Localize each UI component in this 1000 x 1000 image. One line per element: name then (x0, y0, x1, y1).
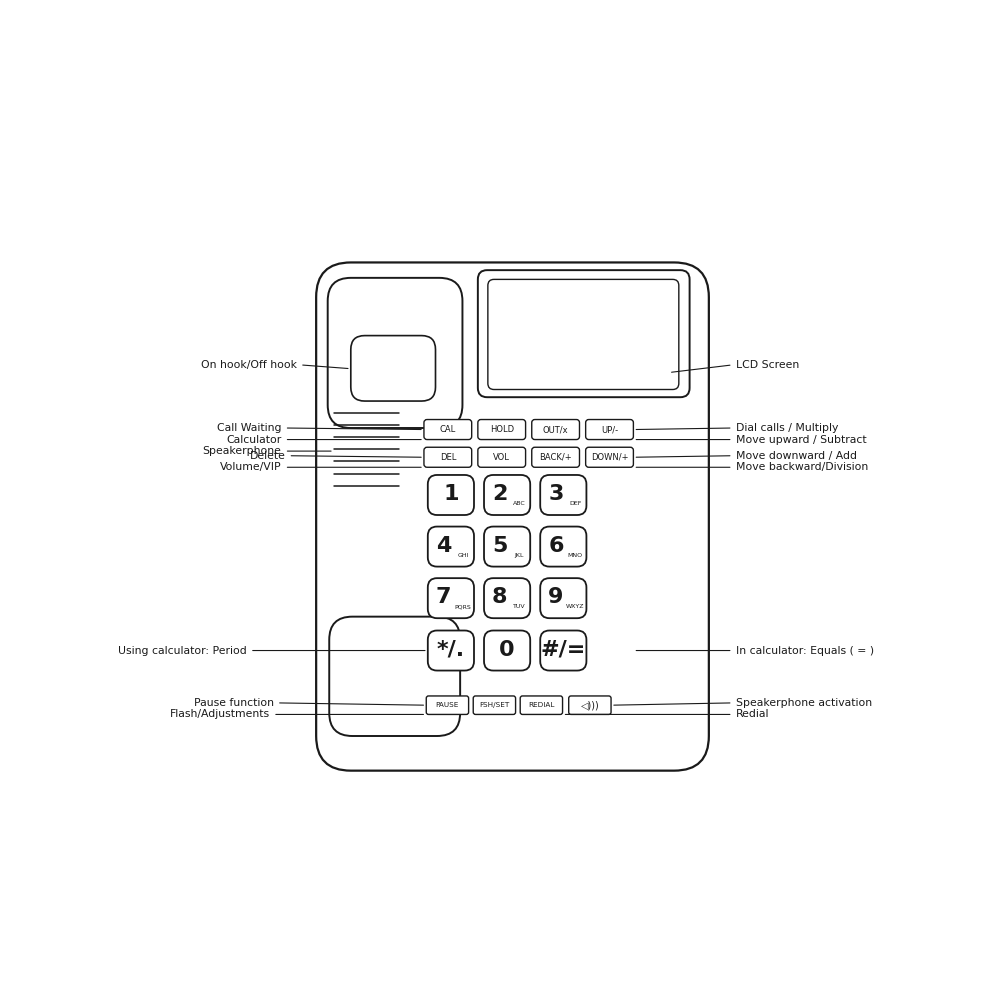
Text: 2: 2 (492, 484, 507, 504)
Text: #/=: #/= (541, 640, 586, 660)
Text: Call Waiting: Call Waiting (217, 423, 282, 433)
FancyBboxPatch shape (586, 420, 633, 440)
FancyBboxPatch shape (428, 578, 474, 618)
Text: BACK/+: BACK/+ (539, 453, 572, 462)
Text: 6: 6 (548, 536, 564, 556)
Text: GHI: GHI (457, 553, 469, 558)
Text: Move upward / Subtract: Move upward / Subtract (736, 435, 866, 445)
FancyBboxPatch shape (428, 527, 474, 567)
Text: Speakerphone: Speakerphone (203, 446, 282, 456)
FancyBboxPatch shape (328, 278, 462, 428)
Text: 8: 8 (492, 587, 507, 607)
Text: DEL: DEL (440, 453, 456, 462)
Text: Move downward / Add: Move downward / Add (736, 451, 857, 461)
Text: FSH/SET: FSH/SET (479, 702, 510, 708)
FancyBboxPatch shape (478, 447, 526, 467)
Text: Flash/Adjustments: Flash/Adjustments (170, 709, 270, 719)
FancyBboxPatch shape (488, 279, 679, 389)
Text: 1: 1 (443, 484, 459, 504)
Text: */.: */. (437, 640, 465, 660)
FancyBboxPatch shape (478, 420, 526, 440)
FancyBboxPatch shape (586, 447, 633, 467)
Text: Calculator: Calculator (226, 435, 282, 445)
Text: UP/-: UP/- (601, 425, 618, 434)
FancyBboxPatch shape (540, 578, 586, 618)
Text: Delete: Delete (249, 451, 285, 461)
Text: DOWN/+: DOWN/+ (591, 453, 628, 462)
Text: CAL: CAL (440, 425, 456, 434)
Text: 7: 7 (436, 587, 451, 607)
FancyBboxPatch shape (478, 270, 690, 397)
FancyBboxPatch shape (428, 631, 474, 671)
Text: 0: 0 (499, 640, 515, 660)
Text: 9: 9 (548, 587, 564, 607)
FancyBboxPatch shape (351, 336, 436, 401)
Text: WXYZ: WXYZ (566, 604, 585, 609)
Text: DEF: DEF (569, 501, 582, 506)
Text: Dial calls / Multiply: Dial calls / Multiply (736, 423, 838, 433)
FancyBboxPatch shape (484, 578, 530, 618)
FancyBboxPatch shape (532, 420, 579, 440)
Text: Move backward/Division: Move backward/Division (736, 462, 868, 472)
Text: MNO: MNO (568, 553, 583, 558)
FancyBboxPatch shape (569, 696, 611, 714)
Text: REDIAL: REDIAL (528, 702, 555, 708)
Text: In calculator: Equals ( = ): In calculator: Equals ( = ) (736, 646, 874, 656)
FancyBboxPatch shape (428, 475, 474, 515)
FancyBboxPatch shape (484, 631, 530, 671)
FancyBboxPatch shape (424, 420, 472, 440)
Text: JKL: JKL (514, 553, 524, 558)
FancyBboxPatch shape (540, 527, 586, 567)
FancyBboxPatch shape (520, 696, 563, 714)
Text: On hook/Off hook: On hook/Off hook (201, 360, 297, 370)
FancyBboxPatch shape (484, 475, 530, 515)
Text: 5: 5 (492, 536, 507, 556)
Text: TUV: TUV (513, 604, 525, 609)
FancyBboxPatch shape (532, 447, 579, 467)
FancyBboxPatch shape (424, 447, 472, 467)
Text: PQRS: PQRS (455, 604, 471, 609)
Text: Volume/VIP: Volume/VIP (220, 462, 282, 472)
FancyBboxPatch shape (484, 527, 530, 567)
FancyBboxPatch shape (329, 617, 460, 736)
Text: Speakerphone activation: Speakerphone activation (736, 698, 872, 708)
Text: Redial: Redial (736, 709, 769, 719)
FancyBboxPatch shape (473, 696, 516, 714)
Text: OUT/x: OUT/x (543, 425, 568, 434)
Text: Pause function: Pause function (194, 698, 274, 708)
FancyBboxPatch shape (426, 696, 469, 714)
Text: LCD Screen: LCD Screen (736, 360, 799, 370)
Text: HOLD: HOLD (490, 425, 514, 434)
FancyBboxPatch shape (540, 475, 586, 515)
Text: VOL: VOL (493, 453, 510, 462)
FancyBboxPatch shape (540, 631, 586, 671)
Text: 4: 4 (436, 536, 451, 556)
Text: ABC: ABC (513, 501, 525, 506)
Text: ◁))): ◁))) (581, 700, 599, 710)
Text: PAUSE: PAUSE (436, 702, 459, 708)
Text: 3: 3 (548, 484, 564, 504)
Text: Using calculator: Period: Using calculator: Period (118, 646, 247, 656)
FancyBboxPatch shape (316, 262, 709, 771)
